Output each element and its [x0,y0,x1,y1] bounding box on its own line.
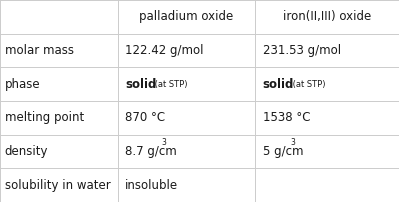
Text: melting point: melting point [5,111,84,124]
Text: density: density [5,145,48,158]
Text: 8.7 g/cm: 8.7 g/cm [125,145,177,158]
Text: 231.53 g/mol: 231.53 g/mol [263,44,341,57]
Text: palladium oxide: palladium oxide [139,10,234,23]
Text: 3: 3 [162,138,166,147]
Text: phase: phase [5,78,40,91]
Text: solid: solid [125,78,156,91]
Text: 870 °C: 870 °C [125,111,165,124]
Text: solubility in water: solubility in water [5,179,111,192]
Text: molar mass: molar mass [5,44,74,57]
Text: 3: 3 [290,138,295,147]
Text: 1538 °C: 1538 °C [263,111,310,124]
Text: 5 g/cm: 5 g/cm [263,145,303,158]
Text: (at STP): (at STP) [152,80,188,89]
Text: iron(II,III) oxide: iron(II,III) oxide [283,10,371,23]
Text: 122.42 g/mol: 122.42 g/mol [125,44,203,57]
Text: insoluble: insoluble [125,179,178,192]
Text: (at STP): (at STP) [290,80,325,89]
Text: solid: solid [263,78,294,91]
